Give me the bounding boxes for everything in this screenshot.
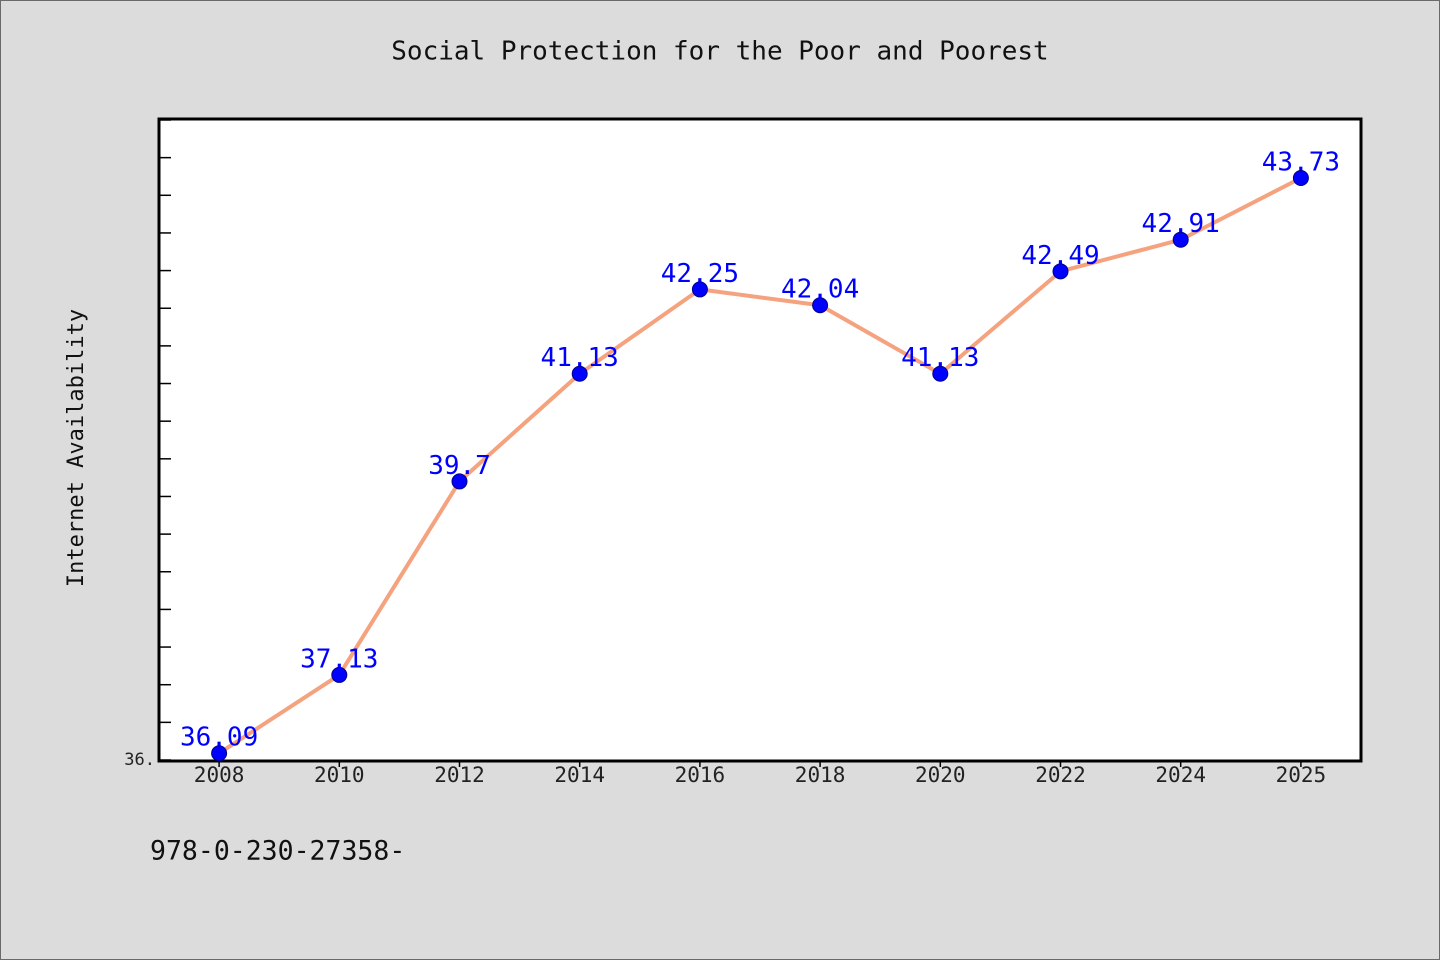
data-point <box>932 365 949 382</box>
x-tick-label: 2020 <box>915 763 966 787</box>
data-point <box>211 745 228 762</box>
x-tick-label: 2018 <box>795 763 846 787</box>
x-tick-label: 2008 <box>194 763 245 787</box>
x-tick-label: 2024 <box>1155 763 1206 787</box>
data-point <box>331 666 348 683</box>
data-point <box>1052 263 1069 280</box>
x-axis-tick-labels: 2008 2010 2012 2014 2016 2018 2020 2022 2024 2025 <box>194 763 1326 787</box>
data-point <box>812 297 829 314</box>
x-tick-label: 2022 <box>1035 763 1086 787</box>
series-line <box>217 175 1303 756</box>
plot-area <box>157 117 1363 763</box>
y-axis-tick-labels: 36. <box>124 750 155 770</box>
data-point <box>1172 231 1189 248</box>
data-point <box>691 281 708 298</box>
footer-text: 978-0-230-27358- <box>150 836 405 867</box>
y-axis-label: Internet Availability <box>64 309 89 587</box>
x-tick-label: 2012 <box>434 763 485 787</box>
data-point <box>571 365 588 382</box>
data-points <box>211 169 1309 762</box>
data-point <box>451 473 468 490</box>
chart-title: Social Protection for the Poor and Poore… <box>391 37 1048 67</box>
data-point <box>1292 169 1309 186</box>
x-tick-label: 2010 <box>314 763 365 787</box>
x-axis-ticks <box>218 761 1302 767</box>
x-tick-label: 2014 <box>554 763 605 787</box>
x-tick-label: 2025 <box>1276 763 1327 787</box>
y-tick-label: 36. <box>124 750 155 770</box>
y-axis-ticks <box>160 119 171 761</box>
x-tick-label: 2016 <box>675 763 726 787</box>
